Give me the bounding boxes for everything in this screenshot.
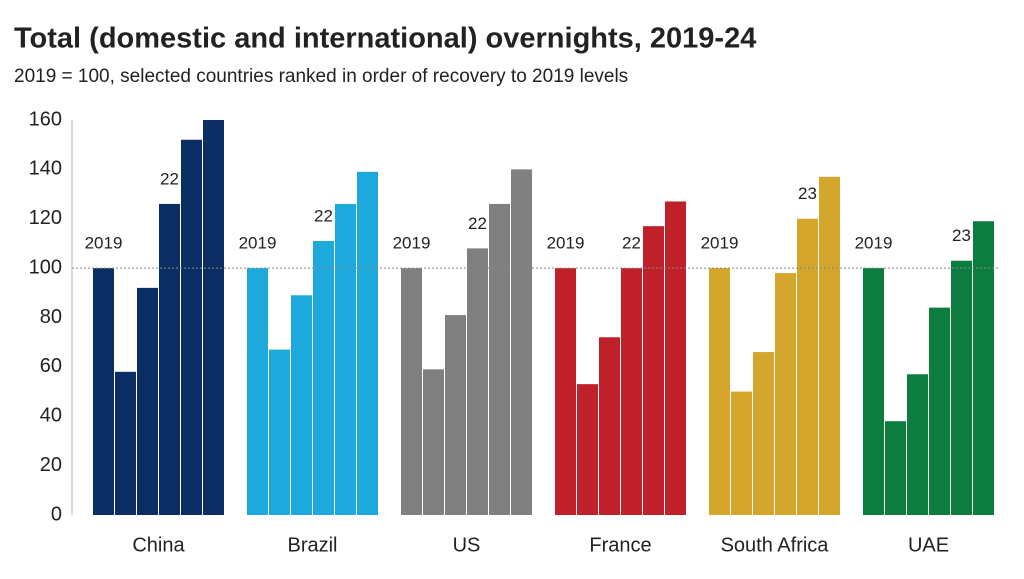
bar bbox=[401, 268, 422, 515]
x-tick-label: UAE bbox=[908, 534, 949, 556]
bar bbox=[797, 218, 818, 515]
bar bbox=[599, 337, 620, 515]
bar bbox=[445, 315, 466, 515]
bar bbox=[137, 287, 158, 515]
bar bbox=[731, 391, 752, 515]
bar-annotation: 2019 bbox=[393, 234, 431, 253]
y-tick-label: 160 bbox=[29, 108, 62, 130]
y-tick-label: 120 bbox=[29, 207, 62, 229]
bar bbox=[291, 295, 312, 515]
x-tick-label: China bbox=[132, 534, 185, 556]
y-tick-label: 20 bbox=[40, 454, 62, 476]
y-tick-label: 60 bbox=[40, 355, 62, 377]
bar bbox=[555, 268, 576, 515]
bar-annotation: 2019 bbox=[701, 234, 739, 253]
bar-annotation: 22 bbox=[160, 169, 179, 188]
bar bbox=[907, 374, 928, 515]
x-tick-label: South Africa bbox=[721, 534, 830, 556]
bar-annotation: 22 bbox=[622, 234, 641, 253]
x-tick-label: France bbox=[589, 534, 651, 556]
bar bbox=[93, 268, 114, 515]
bar bbox=[159, 203, 180, 515]
x-tick-label: US bbox=[453, 534, 481, 556]
bar-annotation: 2019 bbox=[547, 234, 585, 253]
y-tick-label: 40 bbox=[40, 405, 62, 427]
bar-annotation: 2019 bbox=[85, 234, 123, 253]
x-tick-label: Brazil bbox=[287, 534, 337, 556]
y-tick-label: 140 bbox=[29, 158, 62, 180]
y-tick-label: 100 bbox=[29, 256, 62, 278]
bar-annotation: 2019 bbox=[239, 234, 277, 253]
bar bbox=[973, 221, 994, 515]
bar bbox=[511, 169, 532, 515]
bar bbox=[709, 268, 730, 515]
bar bbox=[115, 371, 136, 515]
bar bbox=[951, 260, 972, 515]
bar-annotation: 22 bbox=[468, 214, 487, 233]
bar bbox=[203, 120, 224, 515]
bar bbox=[313, 240, 334, 515]
bar bbox=[885, 421, 906, 515]
y-tick-label: 80 bbox=[40, 306, 62, 328]
bar bbox=[643, 226, 664, 515]
bar bbox=[423, 369, 444, 515]
bar bbox=[269, 349, 290, 515]
bar bbox=[753, 352, 774, 515]
bar bbox=[665, 201, 686, 515]
bar bbox=[357, 171, 378, 515]
bar-annotation: 23 bbox=[952, 226, 971, 245]
bar-annotation: 23 bbox=[798, 184, 817, 203]
bar bbox=[467, 248, 488, 515]
bar bbox=[577, 384, 598, 515]
bar bbox=[775, 273, 796, 515]
chart-title: Total (domestic and international) overn… bbox=[14, 23, 756, 55]
bar bbox=[181, 139, 202, 515]
bar bbox=[819, 176, 840, 515]
bar bbox=[247, 268, 268, 515]
bar bbox=[863, 268, 884, 515]
bar bbox=[621, 268, 642, 515]
bar bbox=[335, 203, 356, 515]
bar bbox=[929, 307, 950, 515]
bar-annotation: 2019 bbox=[855, 234, 893, 253]
bar bbox=[489, 203, 510, 515]
chart-subtitle: 2019 = 100, selected countries ranked in… bbox=[14, 66, 628, 87]
y-tick-label: 0 bbox=[51, 503, 62, 525]
bar-annotation: 22 bbox=[314, 206, 333, 225]
